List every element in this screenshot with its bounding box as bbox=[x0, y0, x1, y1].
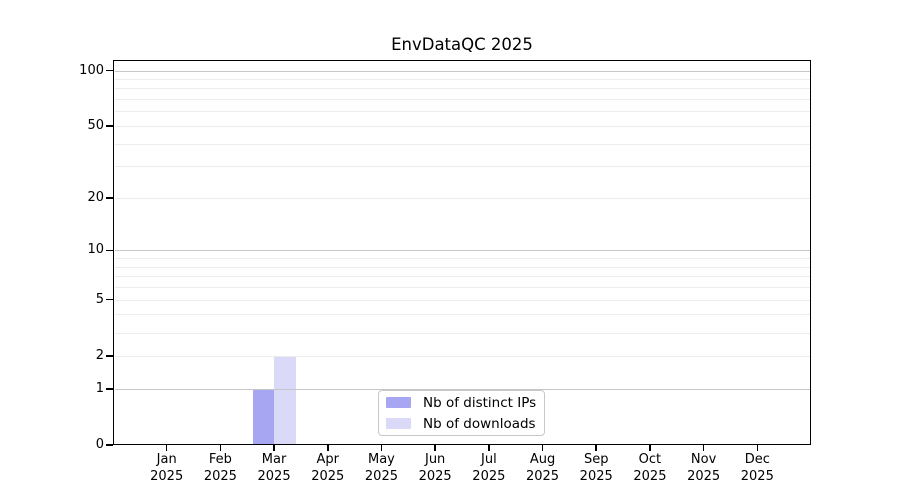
x-axis-tick bbox=[165, 445, 168, 451]
bar-distinct-ips bbox=[252, 388, 275, 445]
x-axis-tick bbox=[380, 445, 383, 451]
x-axis-year: 2025 bbox=[579, 468, 613, 484]
y-gridline-minor bbox=[114, 266, 810, 268]
x-axis-tick bbox=[595, 445, 597, 451]
y-axis-tick-label: 5 bbox=[95, 291, 104, 307]
x-axis-tick bbox=[219, 445, 222, 451]
legend-swatch-distinct-ips-icon bbox=[386, 397, 411, 408]
x-axis-month: Jun bbox=[424, 452, 446, 467]
x-axis-month: Mar bbox=[261, 452, 287, 467]
bar-downloads bbox=[274, 355, 296, 445]
x-axis-year: 2025 bbox=[311, 468, 345, 484]
x-axis-year: 2025 bbox=[687, 468, 721, 484]
y-axis-tick-label: 2 bbox=[95, 347, 104, 363]
y-axis-tick-label: 0 bbox=[95, 437, 104, 452]
x-axis-year: 2025 bbox=[472, 468, 506, 484]
x-axis-year: 2025 bbox=[364, 468, 398, 484]
y-axis-tick bbox=[106, 197, 113, 199]
y-axis-tick-label: 10 bbox=[87, 242, 104, 258]
x-axis-tick-label: Jun 2025 bbox=[403, 452, 467, 485]
x-axis-tick bbox=[649, 445, 651, 451]
legend-label-downloads: Nb of downloads bbox=[423, 415, 536, 432]
x-axis-month: Sep bbox=[583, 452, 609, 467]
y-gridline-minor bbox=[114, 166, 810, 168]
y-gridline-minor bbox=[114, 332, 810, 334]
y-gridline-minor bbox=[114, 355, 810, 357]
y-gridline-minor bbox=[114, 314, 810, 316]
x-axis-tick bbox=[488, 445, 490, 451]
legend-item-distinct-ips: Nb of distinct IPs bbox=[386, 395, 537, 411]
y-gridline-minor bbox=[114, 299, 810, 301]
x-axis-month: Feb bbox=[208, 452, 232, 467]
chart-title: EnvDataQC 2025 bbox=[391, 35, 533, 54]
x-axis-month: Jul bbox=[481, 452, 497, 467]
x-axis-month: Apr bbox=[316, 452, 340, 467]
y-axis-tick bbox=[106, 388, 113, 390]
legend-swatch-downloads-icon bbox=[386, 418, 411, 429]
x-axis-month: Oct bbox=[638, 452, 662, 467]
x-axis-tick-label: Jan 2025 bbox=[135, 452, 199, 485]
y-gridline-minor bbox=[114, 287, 810, 289]
x-axis-year: 2025 bbox=[257, 468, 291, 484]
x-axis-tick-label: Sep 2025 bbox=[564, 452, 628, 485]
x-axis-month: Aug bbox=[529, 452, 556, 467]
y-gridline-minor bbox=[114, 125, 810, 127]
x-axis-tick-label: Nov 2025 bbox=[672, 452, 736, 485]
x-axis-year: 2025 bbox=[633, 468, 667, 484]
x-axis-tick-label: Jul 2025 bbox=[457, 452, 521, 485]
x-axis-tick-label: Apr 2025 bbox=[296, 452, 360, 485]
x-axis-year: 2025 bbox=[525, 468, 560, 484]
x-axis-year: 2025 bbox=[740, 468, 774, 484]
y-gridline-minor bbox=[114, 276, 810, 278]
y-axis-tick-label: 50 bbox=[87, 117, 104, 133]
x-axis-month: Dec bbox=[744, 452, 770, 467]
x-axis-tick bbox=[756, 445, 759, 451]
x-axis-year: 2025 bbox=[203, 468, 237, 484]
x-axis-tick bbox=[434, 445, 436, 451]
y-axis-tick-label: 1 bbox=[95, 380, 104, 396]
x-axis-tick-label: Oct 2025 bbox=[618, 452, 682, 485]
x-axis-tick bbox=[541, 445, 544, 451]
y-gridline-minor bbox=[114, 78, 810, 80]
x-axis-tick bbox=[702, 445, 705, 451]
y-gridline-minor bbox=[114, 88, 810, 90]
y-axis-tick bbox=[106, 444, 113, 446]
x-axis-tick-label: Aug 2025 bbox=[511, 452, 575, 485]
legend: Nb of distinct IPs Nb of downloads bbox=[378, 390, 545, 436]
y-axis-tick bbox=[106, 69, 113, 72]
y-axis-tick bbox=[106, 125, 113, 127]
x-axis-tick-label: Mar 2025 bbox=[242, 452, 306, 485]
y-gridline-major bbox=[114, 70, 810, 72]
x-axis-month: Nov bbox=[690, 452, 717, 467]
plot-area bbox=[113, 60, 811, 445]
y-axis-tick-label: 100 bbox=[79, 62, 104, 78]
y-gridline-minor bbox=[114, 143, 810, 145]
x-axis-tick-label: Dec 2025 bbox=[725, 452, 789, 485]
x-axis-tick-label: May 2025 bbox=[349, 452, 413, 485]
x-axis-tick bbox=[273, 445, 275, 451]
legend-label-distinct-ips: Nb of distinct IPs bbox=[423, 394, 537, 411]
y-gridline-major bbox=[114, 388, 810, 390]
y-axis-tick-label: 20 bbox=[87, 189, 104, 205]
x-axis-year: 2025 bbox=[418, 468, 452, 484]
y-axis-tick bbox=[106, 249, 113, 252]
y-gridline-minor bbox=[114, 197, 810, 199]
y-gridline-minor bbox=[114, 258, 810, 260]
x-axis-month: May bbox=[368, 452, 395, 467]
x-axis-tick bbox=[327, 445, 329, 451]
y-axis-tick bbox=[106, 355, 113, 357]
y-axis-tick bbox=[106, 298, 113, 301]
y-gridline-minor bbox=[114, 111, 810, 113]
y-gridline-major bbox=[114, 250, 810, 252]
x-axis-month: Jan bbox=[156, 452, 177, 467]
x-axis-year: 2025 bbox=[150, 468, 184, 484]
y-gridline-minor bbox=[114, 99, 810, 101]
legend-item-downloads: Nb of downloads bbox=[386, 416, 537, 432]
x-axis-tick-label: Feb 2025 bbox=[188, 452, 252, 485]
